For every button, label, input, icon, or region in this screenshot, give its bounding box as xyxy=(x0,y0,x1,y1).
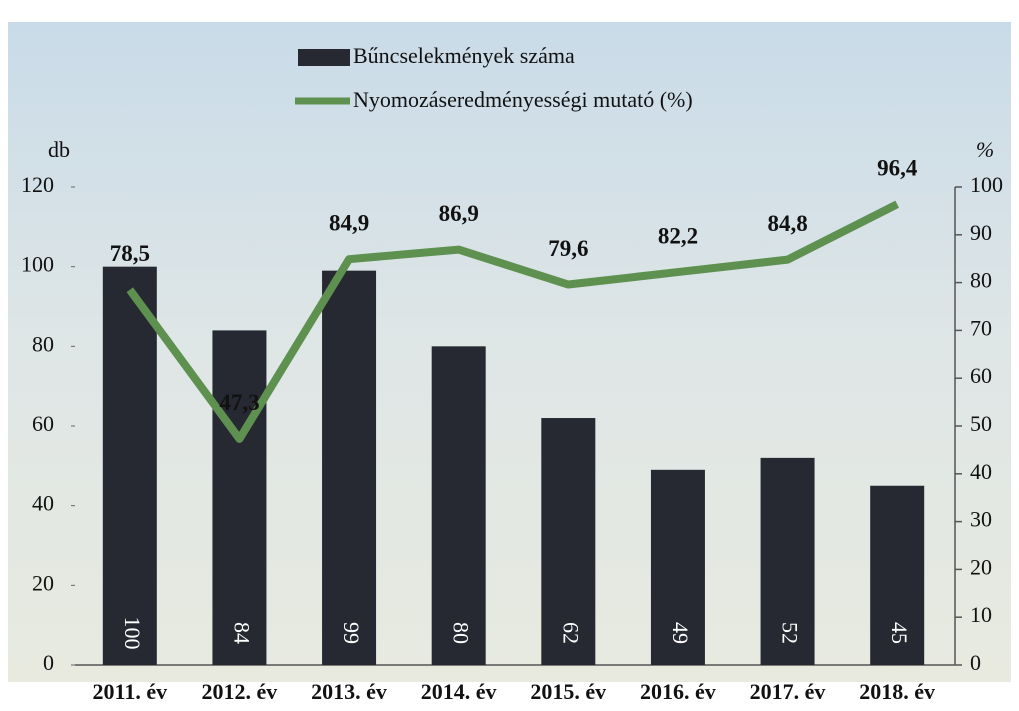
y2-axis-title: % xyxy=(976,137,994,162)
bar-value-label: 100 xyxy=(120,617,145,650)
x-tick-label: 2017. év xyxy=(750,679,826,704)
x-tick-label: 2013. év xyxy=(311,679,387,704)
bar xyxy=(102,266,157,665)
y2-tick-label: 10 xyxy=(970,602,992,627)
bar-value-label: 99 xyxy=(339,622,364,644)
bar xyxy=(650,469,705,665)
y-tick-label: 40 xyxy=(32,491,54,516)
x-tick-label: 2016. év xyxy=(640,679,716,704)
y2-tick-label: 80 xyxy=(970,268,992,293)
line-series xyxy=(126,200,899,443)
bar-value-label: 45 xyxy=(887,622,912,644)
line-value-label: 78,5 xyxy=(110,241,150,266)
bar-value-label: 62 xyxy=(558,622,583,644)
line-value-label: 86,9 xyxy=(439,201,479,226)
background xyxy=(8,22,1011,682)
line-value-label: 96,4 xyxy=(877,155,918,180)
y-tick-label: 120 xyxy=(21,172,54,197)
line-value-label: 84,8 xyxy=(767,211,807,236)
y2-tick-label: 50 xyxy=(970,411,992,436)
bar xyxy=(760,457,815,665)
bar xyxy=(212,330,267,665)
line-value-label: 79,6 xyxy=(548,236,588,261)
line-value-label: 47,3 xyxy=(219,390,259,415)
y-tick-label: 100 xyxy=(21,252,54,277)
bar xyxy=(322,270,377,665)
y2-tick-label: 20 xyxy=(970,554,992,579)
y-tick-label: 0 xyxy=(43,650,54,675)
y2-tick-label: 40 xyxy=(970,459,992,484)
x-tick-label: 2015. év xyxy=(530,679,606,704)
y2-tick-label: 90 xyxy=(970,220,992,245)
y2-tick-label: 60 xyxy=(970,363,992,388)
bar xyxy=(870,485,925,665)
legend-label: Nyomozáseredményességi mutató (%) xyxy=(353,87,693,112)
bar-value-label: 52 xyxy=(778,622,803,644)
bar-value-label: 49 xyxy=(668,622,693,644)
bar-value-label: 80 xyxy=(449,622,474,644)
bar-value-label: 84 xyxy=(229,622,254,644)
y2-tick-label: 0 xyxy=(970,650,981,675)
x-tick-label: 2012. év xyxy=(202,679,278,704)
bar xyxy=(541,418,596,665)
y-axis-title: db xyxy=(48,137,70,162)
y2-tick-label: 70 xyxy=(970,315,992,340)
x-tick-label: 2014. év xyxy=(421,679,497,704)
y-tick-label: 20 xyxy=(32,570,54,595)
x-tick-label: 2018. év xyxy=(859,679,935,704)
y2-tick-label: 100 xyxy=(970,172,1003,197)
y-tick-label: 60 xyxy=(32,411,54,436)
legend-label: Bűncselekmények száma xyxy=(353,43,575,68)
legend-swatch xyxy=(298,49,350,66)
y2-tick-label: 30 xyxy=(970,507,992,532)
x-tick-label: 2011. év xyxy=(93,679,168,704)
line-value-label: 82,2 xyxy=(658,223,698,248)
y-tick-label: 80 xyxy=(32,331,54,356)
line-value-label: 84,9 xyxy=(329,210,369,235)
bar xyxy=(431,346,486,665)
